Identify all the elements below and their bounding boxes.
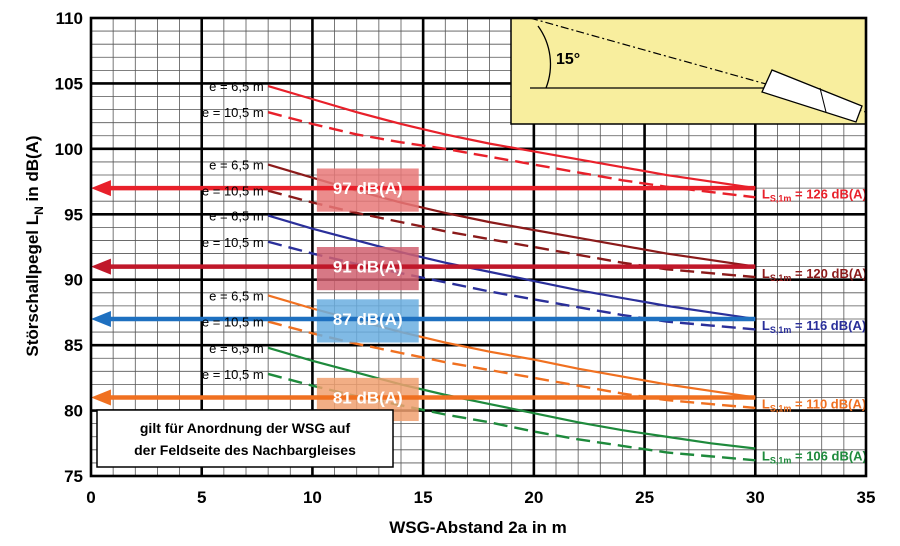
series-label-main: L bbox=[762, 266, 770, 281]
series-label-main: L bbox=[762, 187, 770, 202]
x-tick-label: 25 bbox=[635, 488, 654, 507]
inset-angle-label: 15° bbox=[556, 51, 580, 68]
series-curve-e-6-5 bbox=[267, 214, 756, 321]
inset-diagram: 15° bbox=[510, 17, 867, 125]
threshold-arrow-head bbox=[91, 258, 111, 275]
x-tick-label: 30 bbox=[746, 488, 765, 507]
threshold-label: 91 dB(A) bbox=[333, 258, 403, 277]
y-tick-label: 80 bbox=[64, 402, 83, 421]
e-label-solid: e = 6,5 m bbox=[209, 209, 264, 224]
y-tick-label: 95 bbox=[64, 205, 83, 224]
threshold-arrow-head bbox=[91, 180, 111, 197]
y-tick-label: 105 bbox=[55, 74, 83, 93]
threshold-label: 81 dB(A) bbox=[333, 388, 403, 407]
e-label-solid: e = 6,5 m bbox=[209, 288, 264, 303]
series-label-value: = 116 dB(A) bbox=[791, 318, 866, 333]
inset-horn-divider bbox=[819, 87, 827, 113]
note-frame bbox=[96, 409, 394, 468]
series-label-value: = 110 dB(A) bbox=[791, 397, 866, 412]
series-curve-e-6-5 bbox=[267, 346, 756, 450]
e-label-solid: e = 6,5 m bbox=[209, 341, 264, 356]
series-label-sub: S,1m bbox=[770, 325, 792, 335]
series-label-sub: S,1m bbox=[770, 455, 792, 465]
threshold-arrow-head bbox=[91, 389, 111, 406]
series-curve-e-6-5 bbox=[267, 84, 756, 190]
series-label-value: = 106 dB(A) bbox=[791, 448, 867, 463]
inset-angle-arc bbox=[537, 25, 552, 89]
e-label-dashed: e = 10,5 m bbox=[202, 315, 264, 330]
threshold-label: 97 dB(A) bbox=[333, 179, 403, 198]
x-tick-label: 0 bbox=[86, 488, 95, 507]
x-tick-labels: 0 5 10 15 20 25 30 35 bbox=[86, 488, 875, 507]
plot-frame bbox=[89, 16, 868, 478]
x-tick-label: 10 bbox=[303, 488, 322, 507]
note-line-1: gilt für Anordnung der WSG auf bbox=[140, 420, 351, 436]
y-tick-labels: 75 80 85 90 95 100 105 110 bbox=[55, 9, 83, 486]
series-label-value: = 120 dB(A) bbox=[791, 266, 867, 281]
threshold-label: 87 dB(A) bbox=[333, 310, 403, 329]
series-label-main: L bbox=[762, 448, 770, 463]
note-line-2: der Feldseite des Nachbargleises bbox=[134, 442, 356, 458]
series-label: LS,1m = 116 dB(A) bbox=[762, 318, 866, 335]
axes bbox=[89, 16, 868, 478]
e-label-dashed: e = 10,5 m bbox=[202, 235, 264, 250]
y-tick-label: 75 bbox=[64, 467, 83, 486]
x-tick-label: 15 bbox=[414, 488, 433, 507]
series-label-main: L bbox=[762, 397, 770, 412]
e-label-dashed: e = 10,5 m bbox=[202, 367, 264, 382]
series-label-main: L bbox=[762, 318, 770, 333]
series-label-sub: S,1m bbox=[770, 404, 792, 414]
series-labels: LS,1m = 126 dB(A)LS,1m = 120 dB(A)LS,1m … bbox=[762, 187, 867, 466]
e-label-solid: e = 6,5 m bbox=[209, 158, 264, 173]
x-tick-label: 35 bbox=[857, 488, 876, 507]
series-label: LS,1m = 120 dB(A) bbox=[762, 266, 867, 283]
e-label-solid: e = 6,5 m bbox=[209, 79, 264, 94]
series-label-sub: S,1m bbox=[770, 273, 792, 283]
series-label: LS,1m = 106 dB(A) bbox=[762, 448, 867, 465]
y-axis-title-main: Störschallpegel L bbox=[23, 215, 42, 357]
series-label-value: = 126 dB(A) bbox=[791, 187, 867, 202]
e-labels: e = 6,5 m e = 10,5 m e = 6,5 m e = 10,5 m e … bbox=[202, 79, 264, 382]
x-tick-label: 5 bbox=[197, 488, 206, 507]
y-axis-title: Störschallpegel LN in dB(A) bbox=[23, 135, 46, 356]
x-axis-title: WSG-Abstand 2a in m bbox=[389, 518, 567, 537]
y-tick-label: 100 bbox=[55, 140, 83, 159]
inset-signal-horn-icon bbox=[761, 69, 863, 123]
e-label-dashed: e = 10,5 m bbox=[202, 105, 264, 120]
series-label: LS,1m = 126 dB(A) bbox=[762, 187, 867, 204]
y-tick-label: 90 bbox=[64, 271, 83, 290]
y-tick-label: 110 bbox=[56, 9, 83, 28]
y-tick-label: 85 bbox=[64, 336, 83, 355]
y-axis-title-sub: N bbox=[32, 206, 46, 215]
e-label-dashed: e = 10,5 m bbox=[202, 184, 264, 199]
threshold-arrows: 97 dB(A) 91 dB(A) 87 dB(A) 81 dB(A) bbox=[91, 168, 756, 422]
y-axis-title-unit: in dB(A) bbox=[23, 135, 42, 206]
series-label-sub: S,1m bbox=[770, 194, 792, 204]
threshold-arrow-head bbox=[91, 310, 111, 327]
note-box: gilt für Anordnung der WSG auf der Felds… bbox=[96, 409, 394, 468]
x-tick-label: 20 bbox=[524, 488, 543, 507]
series-label: LS,1m = 110 dB(A) bbox=[762, 397, 866, 414]
